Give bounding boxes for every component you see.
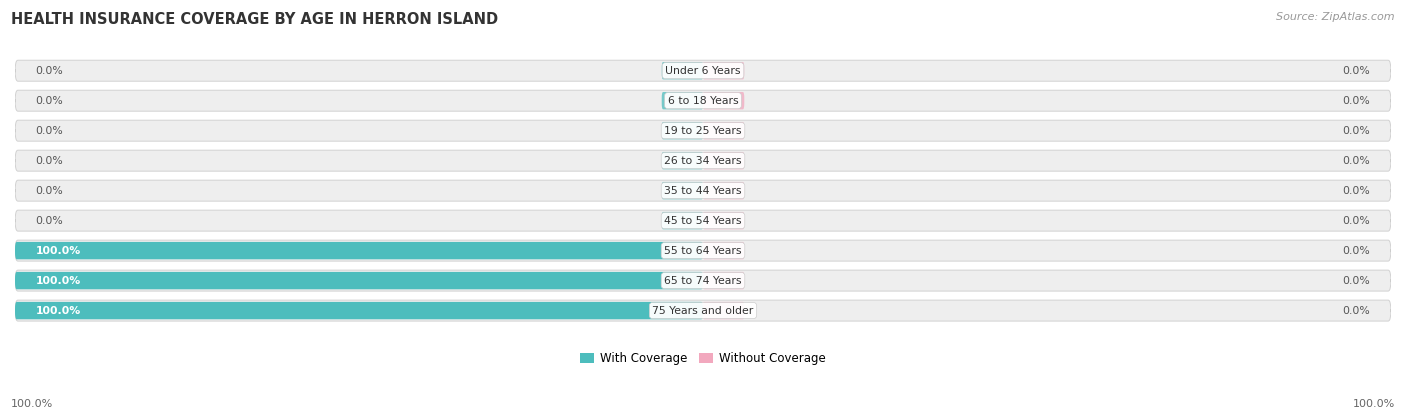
FancyBboxPatch shape (703, 212, 744, 229)
FancyBboxPatch shape (15, 210, 1391, 231)
Text: 0.0%: 0.0% (1343, 126, 1371, 136)
FancyBboxPatch shape (703, 62, 744, 79)
FancyBboxPatch shape (703, 302, 744, 319)
FancyBboxPatch shape (15, 300, 1391, 321)
Text: 0.0%: 0.0% (35, 126, 63, 136)
FancyBboxPatch shape (15, 272, 703, 289)
FancyBboxPatch shape (703, 182, 744, 199)
FancyBboxPatch shape (15, 150, 1391, 171)
FancyBboxPatch shape (662, 212, 703, 229)
Text: 45 to 54 Years: 45 to 54 Years (664, 216, 742, 226)
Text: 0.0%: 0.0% (35, 216, 63, 226)
Text: 0.0%: 0.0% (1343, 186, 1371, 195)
FancyBboxPatch shape (662, 152, 703, 169)
Text: 6 to 18 Years: 6 to 18 Years (668, 96, 738, 106)
FancyBboxPatch shape (703, 122, 744, 139)
FancyBboxPatch shape (15, 270, 1391, 291)
FancyBboxPatch shape (662, 122, 703, 139)
FancyBboxPatch shape (15, 180, 1391, 201)
FancyBboxPatch shape (15, 302, 703, 319)
Text: 100.0%: 100.0% (1353, 399, 1395, 409)
Text: HEALTH INSURANCE COVERAGE BY AGE IN HERRON ISLAND: HEALTH INSURANCE COVERAGE BY AGE IN HERR… (11, 12, 498, 27)
Text: 100.0%: 100.0% (11, 399, 53, 409)
FancyBboxPatch shape (662, 62, 703, 79)
FancyBboxPatch shape (703, 272, 744, 289)
Text: 0.0%: 0.0% (1343, 156, 1371, 166)
Text: 75 Years and older: 75 Years and older (652, 305, 754, 315)
Legend: With Coverage, Without Coverage: With Coverage, Without Coverage (575, 347, 831, 370)
FancyBboxPatch shape (703, 242, 744, 259)
Text: 0.0%: 0.0% (35, 186, 63, 195)
Text: 35 to 44 Years: 35 to 44 Years (664, 186, 742, 195)
FancyBboxPatch shape (703, 152, 744, 169)
FancyBboxPatch shape (15, 120, 1391, 141)
Text: 100.0%: 100.0% (35, 246, 82, 256)
Text: 0.0%: 0.0% (1343, 246, 1371, 256)
Text: 100.0%: 100.0% (35, 305, 82, 315)
FancyBboxPatch shape (703, 92, 744, 110)
Text: 0.0%: 0.0% (1343, 216, 1371, 226)
Text: 55 to 64 Years: 55 to 64 Years (664, 246, 742, 256)
FancyBboxPatch shape (15, 240, 1391, 261)
FancyBboxPatch shape (15, 90, 1391, 111)
Text: 26 to 34 Years: 26 to 34 Years (664, 156, 742, 166)
Text: 0.0%: 0.0% (1343, 66, 1371, 76)
FancyBboxPatch shape (662, 182, 703, 199)
FancyBboxPatch shape (15, 60, 1391, 81)
Text: 0.0%: 0.0% (1343, 276, 1371, 286)
Text: Source: ZipAtlas.com: Source: ZipAtlas.com (1277, 12, 1395, 22)
Text: 0.0%: 0.0% (35, 96, 63, 106)
FancyBboxPatch shape (662, 92, 703, 110)
Text: 0.0%: 0.0% (1343, 305, 1371, 315)
Text: 19 to 25 Years: 19 to 25 Years (664, 126, 742, 136)
Text: 100.0%: 100.0% (35, 276, 82, 286)
Text: 0.0%: 0.0% (35, 66, 63, 76)
Text: 0.0%: 0.0% (1343, 96, 1371, 106)
FancyBboxPatch shape (15, 242, 703, 259)
Text: 65 to 74 Years: 65 to 74 Years (664, 276, 742, 286)
Text: 0.0%: 0.0% (35, 156, 63, 166)
Text: Under 6 Years: Under 6 Years (665, 66, 741, 76)
